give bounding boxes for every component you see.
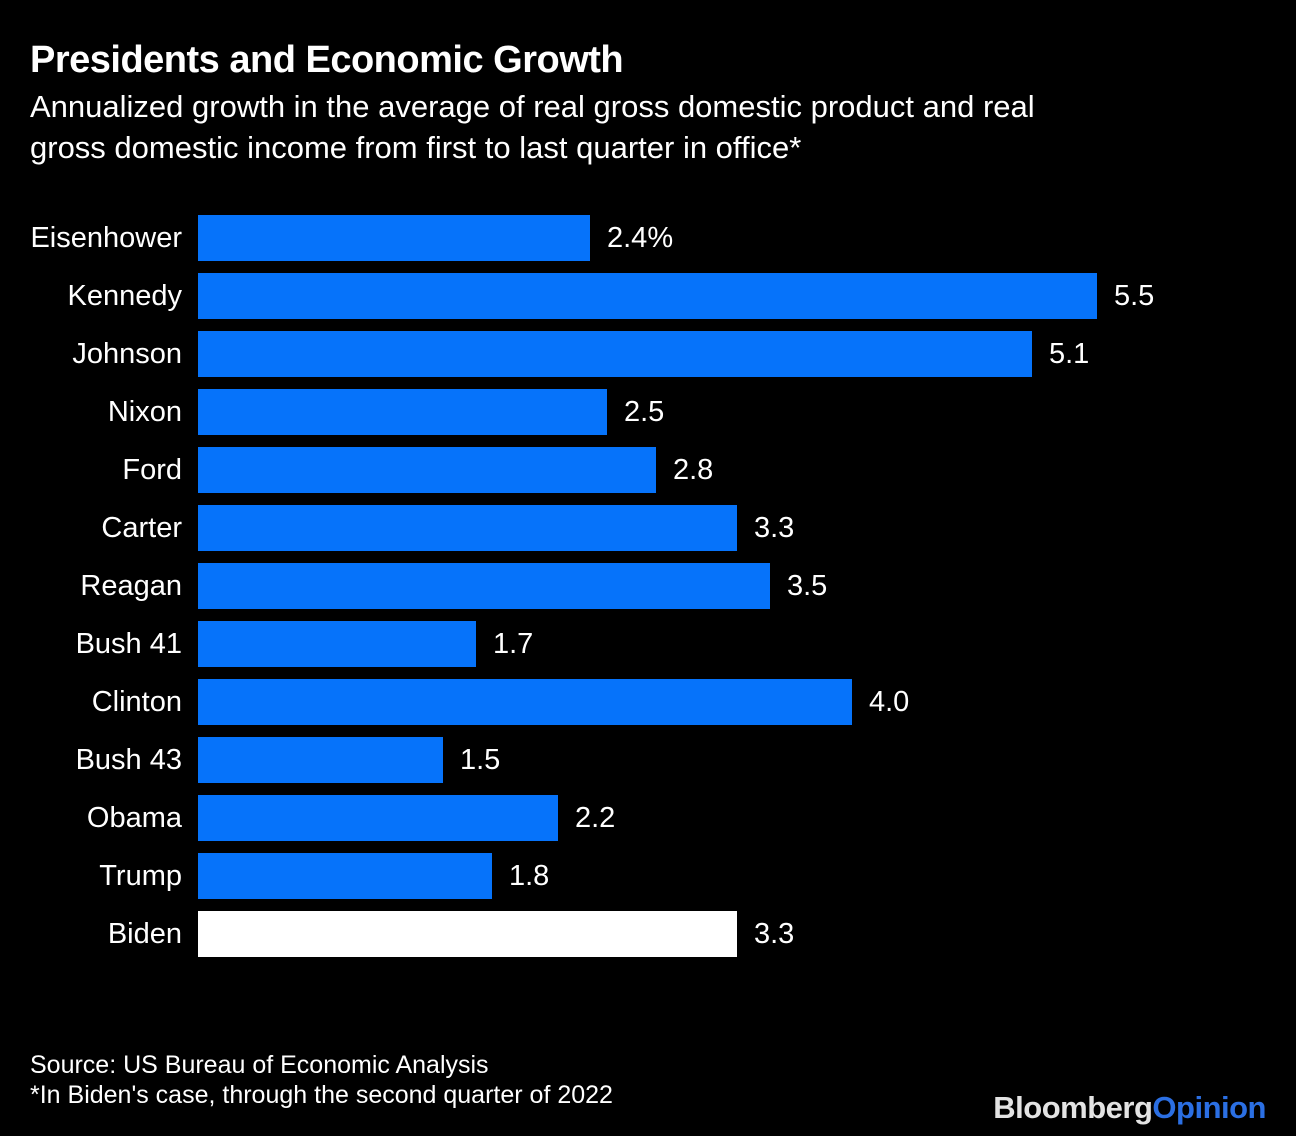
chart-subtitle: Annualized growth in the average of real… (30, 86, 1035, 168)
value-label: 1.7 (493, 627, 534, 660)
bar (198, 331, 1032, 377)
bar-row: Johnson 5.1 (30, 331, 1296, 377)
bloomberg-opinion-logo: BloombergOpinion (993, 1090, 1266, 1126)
bar-track: 2.8 (198, 447, 1296, 493)
bar-row: Obama 2.2 (30, 795, 1296, 841)
footnote-text: *In Biden's case, through the second qua… (30, 1081, 613, 1109)
bar (198, 621, 476, 667)
bar-track: 1.7 (198, 621, 1296, 667)
bar-track: 5.5 (198, 273, 1296, 319)
category-label: Ford (122, 453, 182, 486)
value-label: 2.5 (624, 395, 665, 428)
value-label: 2.4% (607, 221, 674, 254)
bar (198, 389, 607, 435)
category-label: Clinton (91, 685, 182, 718)
bar-row: Bush 43 1.5 (30, 737, 1296, 783)
bar (198, 563, 770, 609)
category-label: Trump (99, 859, 182, 892)
value-label: 5.5 (1114, 279, 1155, 312)
bar-chart: Eisenhower 2.4% Kennedy 5.5 Johnson 5.1 Nixon 2… (30, 215, 1296, 969)
value-label: 5.1 (1049, 337, 1090, 370)
value-label: 1.8 (509, 859, 550, 892)
bar-row: Nixon 2.5 (30, 389, 1296, 435)
value-label: 2.8 (673, 453, 714, 486)
bar-track: 3.5 (198, 563, 1296, 609)
chart-title: Presidents and Economic Growth (30, 39, 624, 81)
bar-row: Biden 3.3 (30, 911, 1296, 957)
bar-row: Clinton 4.0 (30, 679, 1296, 725)
bar-track: 3.3 (198, 911, 1296, 957)
bar (198, 795, 558, 841)
bar-row: Kennedy 5.5 (30, 273, 1296, 319)
value-label: 3.5 (787, 569, 828, 602)
category-label: Nixon (107, 395, 182, 428)
bar-track: 3.3 (198, 505, 1296, 551)
bar-row: Reagan 3.5 (30, 563, 1296, 609)
category-label: Biden (107, 917, 182, 950)
bar-row: Trump 1.8 (30, 853, 1296, 899)
value-label: 1.5 (460, 743, 501, 776)
category-label: Reagan (80, 569, 182, 602)
source-text: Source: US Bureau of Economic Analysis (30, 1051, 489, 1079)
category-label: Carter (101, 511, 182, 544)
bar (198, 215, 590, 261)
bar (198, 447, 656, 493)
bar-track: 2.5 (198, 389, 1296, 435)
category-label: Johnson (72, 337, 182, 370)
value-label: 3.3 (754, 511, 795, 544)
category-label: Obama (86, 801, 182, 834)
bar (198, 737, 443, 783)
bar (198, 273, 1097, 319)
chart-subtitle-line1: Annualized growth in the average of real… (30, 89, 1035, 124)
bar (198, 853, 492, 899)
value-label: 2.2 (575, 801, 616, 834)
category-label: Kennedy (67, 279, 183, 312)
value-label: 3.3 (754, 917, 795, 950)
chart-subtitle-line2: gross domestic income from first to last… (30, 130, 802, 165)
bar-track: 2.4% (198, 215, 1296, 261)
bar (198, 505, 737, 551)
bar-track: 5.1 (198, 331, 1296, 377)
logo-opinion-text: Opinion (1152, 1090, 1266, 1125)
category-label: Bush 43 (75, 743, 182, 776)
bar-highlighted (198, 911, 737, 957)
bar-row: Eisenhower 2.4% (30, 215, 1296, 261)
bar-row: Carter 3.3 (30, 505, 1296, 551)
bar-track: 2.2 (198, 795, 1296, 841)
logo-bloomberg-text: Bloomberg (993, 1090, 1153, 1125)
bar-row: Bush 41 1.7 (30, 621, 1296, 667)
bar-track: 1.8 (198, 853, 1296, 899)
bar (198, 679, 852, 725)
category-label: Eisenhower (30, 221, 182, 254)
category-label: Bush 41 (75, 627, 182, 660)
chart-footer: Source: US Bureau of Economic Analysis *… (30, 1050, 613, 1110)
bar-row: Ford 2.8 (30, 447, 1296, 493)
bar-track: 1.5 (198, 737, 1296, 783)
bar-track: 4.0 (198, 679, 1296, 725)
value-label: 4.0 (869, 685, 910, 718)
